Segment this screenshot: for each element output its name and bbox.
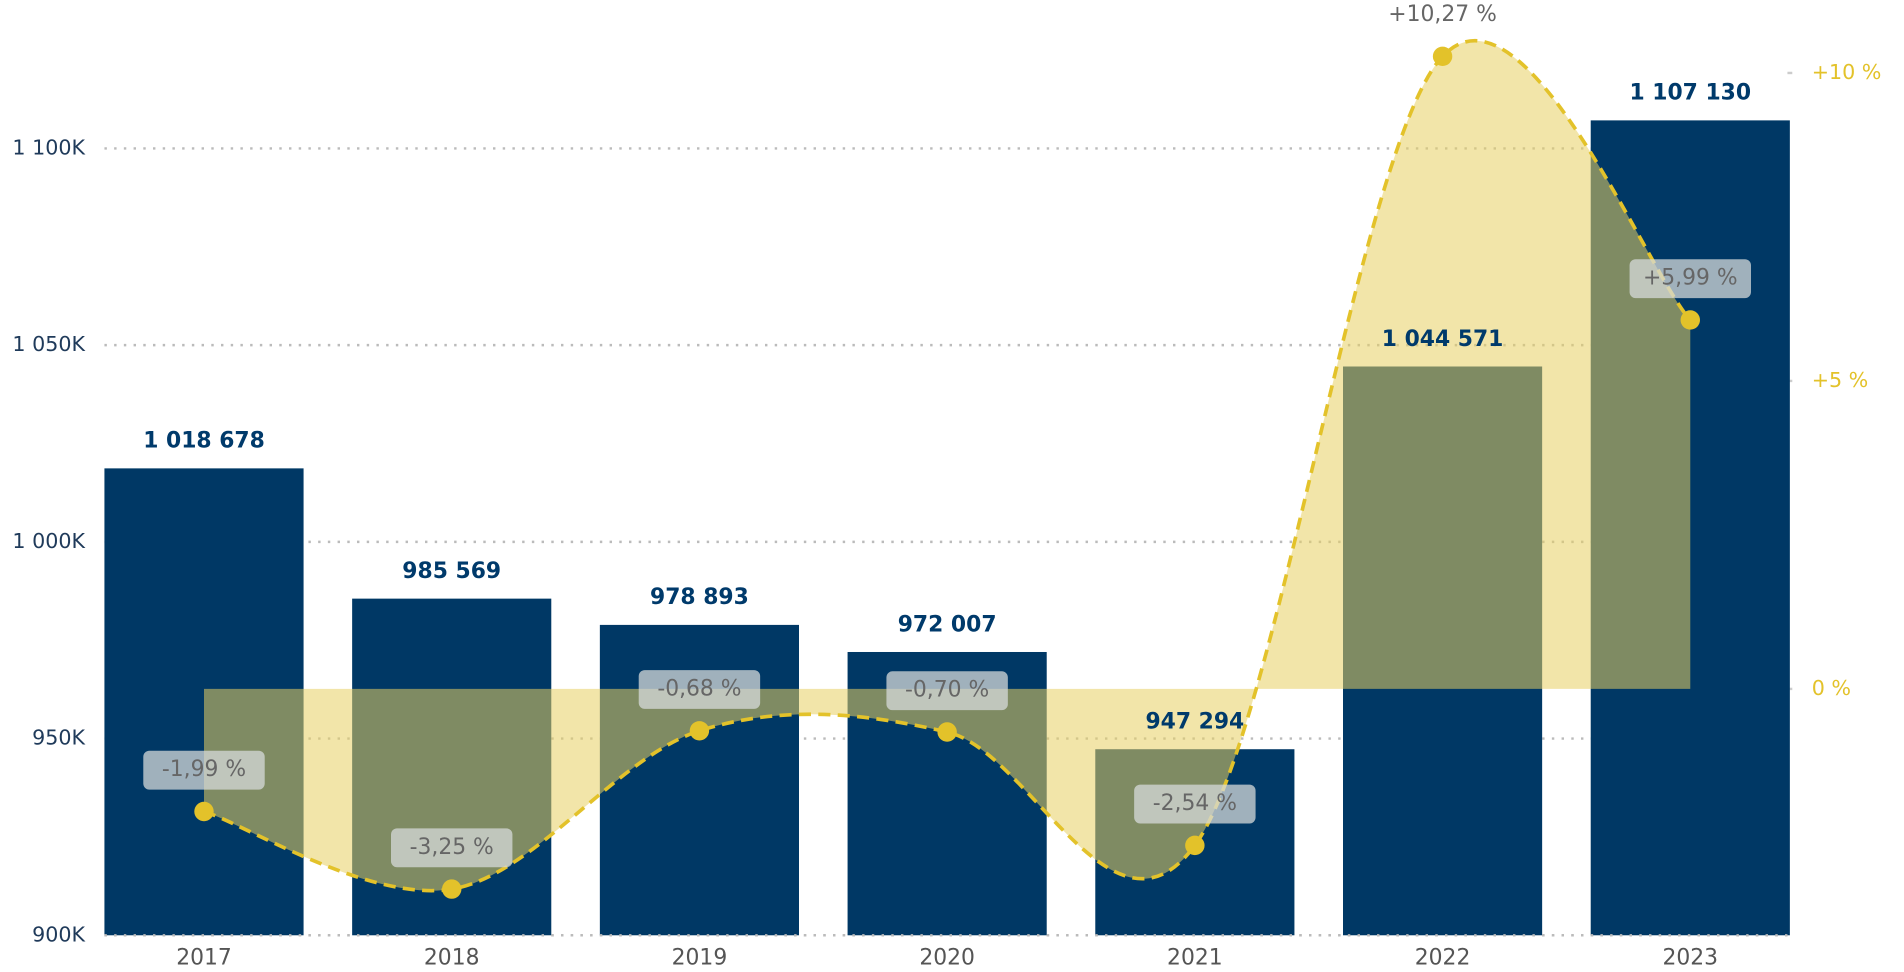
bar-label: 1 018 678 — [143, 429, 265, 454]
line — [203, 38, 1692, 893]
y-tick-label: 1 050K — [12, 332, 85, 356]
point-label-bg — [886, 671, 1008, 711]
point-label-bg — [1134, 784, 1256, 824]
y2-tick-label: 0 % — [1812, 676, 1851, 700]
bar-label: 947 294 — [1145, 710, 1244, 735]
point — [1185, 835, 1205, 856]
x-tick-label: 2023 — [1662, 945, 1718, 970]
point-label: -0,70 % — [905, 678, 989, 703]
point-label: -3,25 % — [410, 835, 494, 860]
area — [204, 40, 1691, 891]
point-label: +5,99 % — [1643, 266, 1738, 291]
point-label-bg — [1629, 259, 1751, 299]
y-tick-label: 900K — [32, 922, 85, 946]
x-tick-label: 2017 — [176, 945, 232, 970]
y-tick-label: 1 000K — [12, 529, 85, 553]
point-label: +10,27 % — [1388, 2, 1497, 27]
x-tick-label: 2020 — [919, 945, 975, 970]
point — [689, 721, 710, 741]
point — [442, 879, 462, 899]
point-label: -1,99 % — [162, 757, 246, 782]
point-label-bg — [391, 828, 513, 868]
point-label: -2,54 % — [1153, 791, 1237, 816]
bar-label: 1 044 571 — [1382, 327, 1504, 352]
x-tick-label: 2021 — [1167, 945, 1223, 970]
x-tick-label: 2019 — [672, 945, 728, 970]
point — [194, 801, 214, 822]
point — [1680, 310, 1700, 330]
y-tick-label: 1 100K — [12, 135, 85, 159]
point-label: -0,68 % — [657, 677, 741, 702]
point — [937, 722, 957, 742]
point-label-bg — [143, 750, 265, 790]
bar-label: 985 569 — [402, 559, 501, 584]
y-tick-label: 950K — [32, 726, 85, 750]
bar-label: 978 893 — [650, 585, 749, 610]
y2-tick-label: +5 % — [1812, 368, 1869, 392]
point-label-bg — [638, 670, 761, 709]
x-tick-label: 2022 — [1415, 945, 1471, 970]
point — [1432, 46, 1453, 67]
bar-label: 1 107 130 — [1629, 81, 1751, 106]
x-tick-label: 2018 — [424, 945, 480, 970]
y2-tick-label: +10 % — [1812, 60, 1882, 84]
bar-label: 972 007 — [898, 612, 997, 637]
